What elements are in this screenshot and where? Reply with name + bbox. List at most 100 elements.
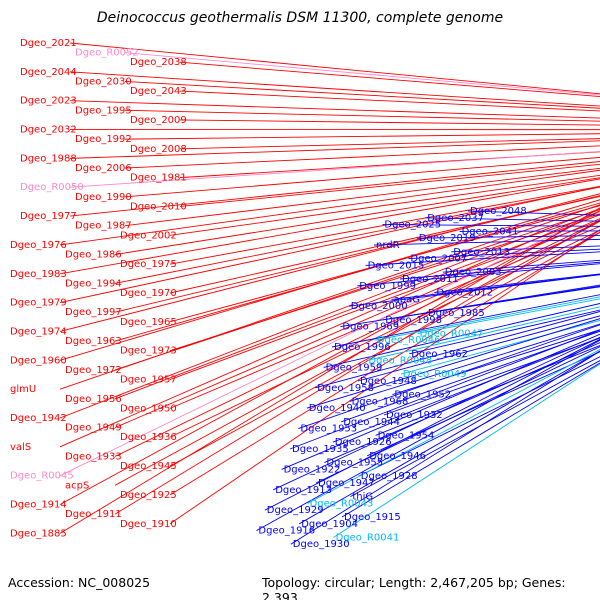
- leader-line: [256, 339, 600, 531]
- gene-label: Dgeo_2041: [462, 226, 519, 237]
- leader-line: [69, 100, 600, 119]
- gene-label: nrdR: [376, 240, 400, 251]
- leader-line: [169, 195, 600, 294]
- leader-line: [114, 195, 600, 313]
- gene-label: Dgeo_1999: [359, 281, 416, 292]
- gene-label: Dgeo_1904: [301, 519, 358, 530]
- leader-line: [114, 177, 600, 255]
- gene-label: Dgeo_1962: [411, 349, 468, 360]
- leader-line: [366, 306, 600, 362]
- leader-line: [59, 178, 600, 275]
- gene-label: Dgeo_1958: [317, 383, 374, 394]
- gene-label: Dgeo_1929: [267, 505, 324, 516]
- gene-label: Dgeo_1933: [65, 451, 122, 462]
- leader-line: [350, 360, 600, 497]
- leader-line: [59, 210, 600, 448]
- gene-label: Dgeo_2038: [130, 57, 187, 68]
- gene-label: Dgeo_1932: [386, 410, 443, 421]
- gene-label: Dgeo_1935: [292, 444, 349, 455]
- gene-label: Dgeo_2044: [20, 67, 77, 78]
- leader-line: [59, 207, 600, 419]
- gene-label: Dgeo_1992: [75, 134, 132, 145]
- leader-line: [124, 145, 600, 169]
- gene-label: Dgeo_1976: [10, 240, 67, 251]
- leader-line: [124, 133, 600, 140]
- gene-label: Dgeo_1974: [10, 326, 67, 337]
- gene-labels: Dgeo_2021Dgeo_R0052Dgeo_2038Dgeo_2044Dge…: [10, 38, 527, 550]
- leader-line: [382, 224, 600, 227]
- leader-line: [332, 337, 600, 443]
- leader-line: [114, 219, 600, 515]
- gene-label: valS: [10, 442, 31, 453]
- topology-text: Topology: circular; Length: 2,467,205 bp…: [262, 575, 566, 600]
- gene-label: Dgeo_1996: [334, 342, 391, 353]
- leader-line: [425, 217, 600, 222]
- gene-label: Dgeo_1926: [335, 437, 392, 448]
- leader-line: [169, 213, 600, 352]
- gene-label: Dgeo_1990: [75, 192, 132, 203]
- leader-line: [358, 356, 600, 477]
- leader-line: [357, 315, 600, 382]
- gene-label: Dgeo_R0043: [310, 498, 374, 509]
- gene-label: Dgeo_1947: [318, 478, 375, 489]
- leader-line: [425, 286, 600, 314]
- gene-label: Dgeo_1988: [20, 153, 77, 164]
- leader-line: [179, 119, 600, 126]
- gene-label: Dgeo_1916: [258, 526, 315, 537]
- gene-label: Dgeo_1945: [120, 461, 177, 472]
- gene-label: Dgeo_R0041: [336, 532, 400, 543]
- gene-label: Dgeo_1930: [293, 539, 350, 550]
- gene-label: glmU: [10, 384, 36, 395]
- gene-label: Dgeo_1948: [360, 376, 417, 387]
- gene-label: Dgeo_2032: [20, 125, 77, 136]
- leader-line: [59, 169, 600, 246]
- leader-line: [179, 151, 600, 179]
- leader-line: [348, 274, 600, 307]
- gene-label: Dgeo_1972: [65, 365, 122, 376]
- leader-lines: [59, 42, 600, 545]
- leader-line: [315, 346, 600, 484]
- leader-line: [179, 138, 600, 150]
- leader-line: [281, 333, 600, 470]
- leader-line: [451, 245, 600, 253]
- gene-label: Dgeo_R0052: [75, 48, 139, 59]
- leader-line: [169, 231, 600, 496]
- gene-label: Dgeo_1979: [10, 298, 67, 309]
- leader-line: [273, 336, 600, 491]
- gene-label: Dgeo_2006: [75, 163, 132, 174]
- gene-label: Dgeo_1949: [65, 423, 122, 434]
- accession-text: Accession: NC_008025: [8, 575, 151, 590]
- gene-label: Dgeo_1997: [65, 307, 122, 318]
- gene-label: Dgeo_1995: [75, 105, 132, 116]
- gene-label: Dgeo_1954: [378, 430, 435, 441]
- gene-label: Dgeo_2000: [351, 301, 408, 312]
- leader-line: [69, 161, 600, 217]
- gene-label: Dgeo_1915: [344, 512, 401, 523]
- leader-line: [124, 167, 600, 227]
- gene-label: Dgeo_R0046: [377, 335, 441, 346]
- gene-label: Dgeo_1975: [120, 259, 177, 270]
- leader-line: [169, 185, 600, 265]
- leader-line: [383, 285, 600, 321]
- gene-label: Dgeo_1946: [369, 451, 426, 462]
- leader-line: [124, 156, 600, 198]
- leader-line: [400, 319, 600, 375]
- leader-line: [114, 220, 600, 486]
- gene-label: Dgeo_1963: [65, 336, 122, 347]
- leader-line: [409, 309, 600, 355]
- gene-label: Dgeo_1928: [361, 471, 418, 482]
- leader-line: [169, 231, 600, 467]
- gene-label: Dgeo_1957: [120, 375, 177, 386]
- leader-line: [114, 214, 600, 400]
- leader-line: [399, 261, 600, 280]
- leader-line: [289, 329, 600, 450]
- gene-label: Dgeo_1913: [275, 485, 332, 496]
- leader-line: [374, 296, 600, 341]
- gene-label: Dgeo_1940: [309, 403, 366, 414]
- gene-label: Dgeo_2048: [470, 206, 527, 217]
- gene-label: Dgeo_1968: [352, 396, 409, 407]
- gene-label: Dgeo_1936: [120, 432, 177, 443]
- leader-line: [169, 205, 600, 323]
- leader-line: [69, 150, 600, 188]
